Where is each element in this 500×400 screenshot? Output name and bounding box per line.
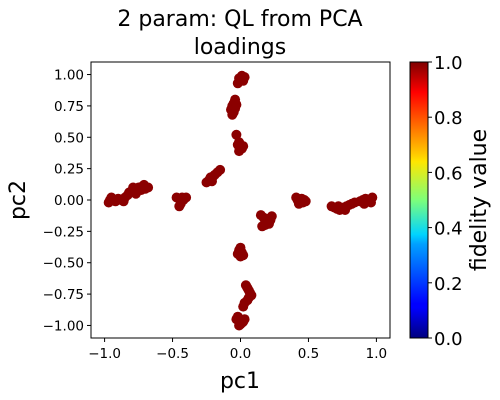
data-point-89 xyxy=(243,292,254,303)
x-tick-label-1: −0.5 xyxy=(156,346,189,362)
data-point-42 xyxy=(232,78,243,89)
x-tick-label-4: 1.0 xyxy=(366,346,387,362)
colorbar-tick-label-3: 0.4 xyxy=(434,219,463,240)
data-point-19 xyxy=(139,179,149,190)
title-line-1: 2 param: QL from PCA xyxy=(117,7,362,32)
y-tick-label-5: −0.25 xyxy=(43,224,84,240)
title-line-2: loadings xyxy=(194,35,287,60)
data-point-72 xyxy=(257,221,268,232)
data-point-21 xyxy=(128,182,139,193)
x-tick-label-3: 0.5 xyxy=(298,346,319,362)
data-point-27 xyxy=(174,201,185,212)
data-point-36 xyxy=(207,176,217,187)
plot-background xyxy=(91,62,390,338)
points-layer xyxy=(103,70,378,331)
x-axis-label: pc1 xyxy=(220,369,260,394)
colorbar-tick-label-1: 0.8 xyxy=(434,108,463,129)
x-tick-label-2: 0.0 xyxy=(230,346,251,362)
data-point-50 xyxy=(227,109,238,120)
y-tick-label-8: −1.00 xyxy=(43,318,84,334)
data-point-109 xyxy=(340,205,351,215)
chart-title: 2 param: QL from PCA loadings xyxy=(117,7,362,60)
colorbar-gradient xyxy=(409,61,429,339)
data-point-65 xyxy=(291,192,302,203)
y-tick-label-7: −0.75 xyxy=(43,287,84,303)
data-point-28 xyxy=(181,192,192,203)
data-point-88 xyxy=(238,301,249,312)
plot-area: −1.0 −0.5 0.0 0.5 1.0 1.00 0.75 0.50 0.25 0.00 −0… xyxy=(43,61,391,362)
colorbar-tick-label-5: 0.0 xyxy=(434,329,463,350)
data-point-51 xyxy=(231,129,242,140)
colorbar-tick-label-0: 1.0 xyxy=(434,53,463,74)
data-point-41 xyxy=(239,72,250,83)
data-point-35 xyxy=(215,164,226,175)
data-point-49 xyxy=(231,99,242,110)
y-tick-label-4: 0.00 xyxy=(54,193,84,209)
y-tick-label-3: 0.25 xyxy=(54,162,84,178)
data-point-57 xyxy=(234,146,245,157)
colorbar-tick-label-4: 0.2 xyxy=(434,274,463,295)
colorbar-tick-label-2: 0.6 xyxy=(434,163,463,184)
colorbar-label: fidelity value xyxy=(467,129,492,271)
y-tick-label-0: 1.00 xyxy=(54,68,84,84)
data-point-96 xyxy=(231,314,242,325)
y-tick-label-1: 0.75 xyxy=(54,99,84,115)
y-axis-ticks: 1.00 0.75 0.50 0.25 0.00 −0.25 −0.50 −0.75 −1.00 xyxy=(43,68,91,334)
data-point-97 xyxy=(239,314,250,325)
colorbar: 1.0 0.8 0.6 0.4 0.2 0.0 fidelity value xyxy=(409,53,492,350)
data-point-64 xyxy=(300,196,311,207)
x-tick-label-0: −1.0 xyxy=(88,346,121,362)
colorbar-ticks: 1.0 0.8 0.6 0.4 0.2 0.0 xyxy=(428,53,463,350)
data-point-74 xyxy=(266,211,277,222)
y-axis-label: pc2 xyxy=(6,180,31,220)
y-tick-label-6: −0.50 xyxy=(43,256,84,272)
x-axis-ticks: −1.0 −0.5 0.0 0.5 1.0 xyxy=(88,338,387,362)
data-point-80 xyxy=(235,242,246,253)
y-tick-label-2: 0.50 xyxy=(54,130,84,146)
data-point-117 xyxy=(366,197,376,208)
